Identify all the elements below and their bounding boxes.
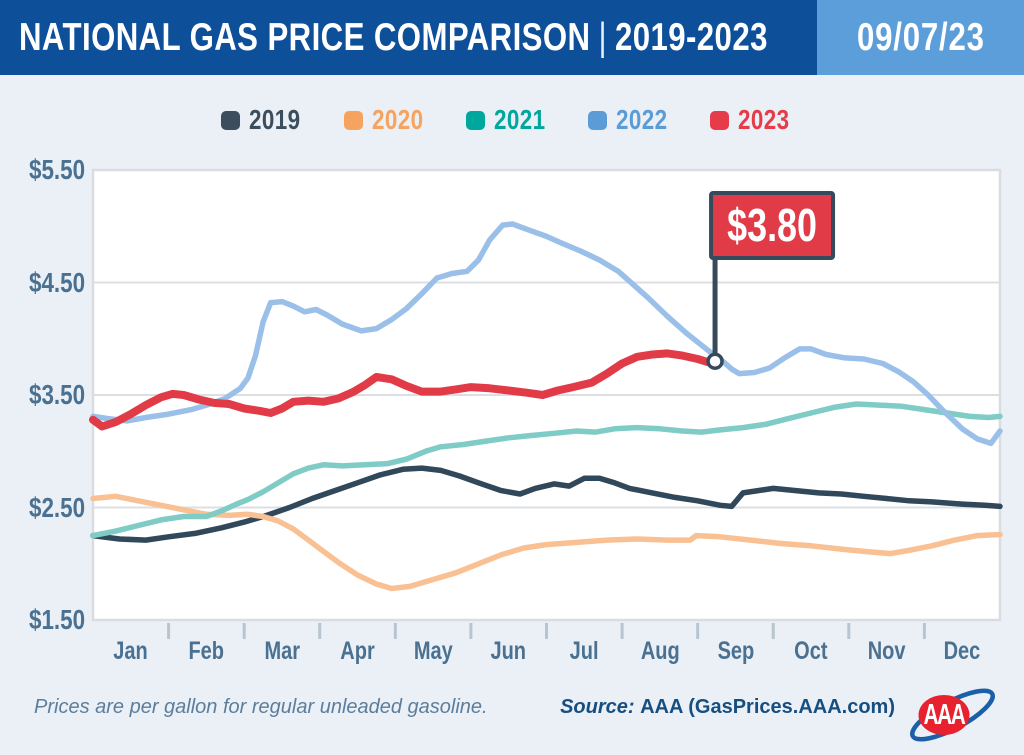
x-axis-label-feb: Feb (188, 637, 225, 665)
legend-label-2023: 2023 (738, 104, 790, 135)
legend-item-2022: 2022 (588, 104, 680, 136)
legend-label-2022: 2022 (616, 104, 668, 135)
logo-globe (918, 695, 970, 735)
y-axis-label: $2.50 (28, 491, 85, 523)
footer-note: Prices are per gallon for regular unlead… (34, 696, 488, 718)
y-axis-label: $4.50 (28, 266, 85, 298)
series-line-2021 (90, 401, 1003, 539)
date-text: 09/07/23 (856, 15, 985, 59)
legend-item-2023: 2023 (710, 104, 802, 136)
logo-letters: AAA (924, 699, 966, 731)
y-axis-label: $3.50 (28, 379, 85, 410)
x-axis-label-dec: Dec (943, 637, 981, 665)
annotation-label: $3.80 (727, 200, 817, 251)
chart-legend: 2019 2020 2021 2022 2023 (0, 104, 1024, 136)
legend-item-2020: 2020 (343, 104, 436, 136)
x-axis-label-mar: Mar (264, 637, 300, 665)
legend-swatch-2021 (465, 110, 485, 130)
x-axis-label-apr: Apr (340, 637, 375, 665)
series-line-2019 (90, 465, 1003, 543)
x-axis-label-nov: Nov (867, 637, 906, 665)
source-prefix: Source: (560, 696, 635, 718)
x-axis-label-jan: Jan (113, 637, 149, 665)
legend-item-2019: 2019 (221, 104, 313, 136)
series-line-2020 (90, 493, 1003, 592)
footer-source: Source: AAA (GasPrices.AAA.com) (435, 696, 895, 719)
annotation-marker (706, 352, 724, 370)
legend-swatch-2022 (588, 110, 608, 130)
legend-label-2021: 2021 (493, 104, 546, 135)
date-badge: 09/07/23 (817, 0, 1024, 75)
legend-swatch-2023 (710, 110, 730, 130)
series-line-2023 (89, 349, 720, 431)
legend-swatch-2019 (221, 110, 241, 130)
x-axis-label-jun: Jun (490, 637, 527, 665)
page-title-separator: | (598, 15, 608, 59)
header-bar (0, 0, 817, 75)
legend-swatch-2020 (343, 110, 363, 130)
x-axis-label-aug: Aug (640, 637, 680, 665)
annotation-flag (709, 191, 836, 260)
y-axis-label: $1.50 (28, 604, 85, 635)
legend-label-2020: 2020 (371, 104, 423, 135)
legend-label-2019: 2019 (249, 104, 301, 135)
x-axis-label-may: May (413, 637, 453, 665)
x-axis-label-oct: Oct (794, 637, 828, 665)
series-line-2022 (90, 221, 1003, 447)
source-text: AAA (GasPrices.AAA.com) (640, 696, 895, 718)
page-title-main: NATIONAL GAS PRICE COMPARISON (19, 15, 591, 59)
page-title-range: 2019-2023 (615, 15, 768, 59)
aaa-logo: AAA (910, 688, 995, 742)
page-title: NATIONAL GAS PRICE COMPARISON | 2019-2023 (19, 0, 955, 75)
y-axis-label: $5.50 (28, 154, 85, 185)
legend-item-2021: 2021 (465, 104, 558, 136)
x-axis-label-sep: Sep (717, 637, 754, 665)
x-axis-label-jul: Jul (569, 637, 599, 665)
